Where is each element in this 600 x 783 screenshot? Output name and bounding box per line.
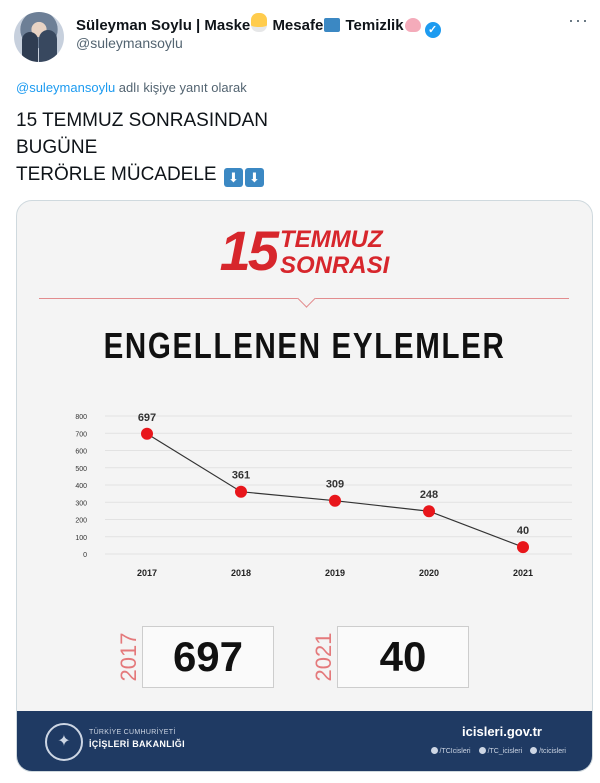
- data-point: [329, 494, 341, 507]
- social-handles: /TCIcisleri /TC_icisleri /tcicisleri: [425, 747, 566, 755]
- org-line-2: İÇİŞLERİ BAKANLIĞI: [89, 739, 185, 749]
- card-subtitle: ENGELLENEN EYLEMLER: [103, 325, 506, 366]
- stat-box-2021: 2021 40: [311, 626, 469, 688]
- tweet-text-line: 15 TEMMUZ SONRASINDAN: [16, 110, 268, 131]
- stat-value: 697: [172, 633, 244, 680]
- stat-box-2017: 2017 697: [116, 626, 274, 688]
- reply-suffix: adlı kişiye yanıt olarak: [115, 80, 247, 95]
- stat-year: 2021: [311, 632, 336, 682]
- data-point: [517, 541, 529, 554]
- tweet-text-line: TERÖRLE MÜCADELE ⬇ ⬇: [16, 161, 268, 188]
- down-arrow-emoji-icon: ⬇: [223, 168, 243, 187]
- card-footer: ✦ TÜRKİYE CUMHURİYETİ İÇİŞLERİ BAKANLIĞI…: [17, 711, 592, 771]
- website-text: icisleri.gov.tr: [462, 724, 542, 739]
- more-options-icon[interactable]: ···: [568, 10, 589, 30]
- y-tick-label: 500: [75, 466, 87, 473]
- data-label: 248: [420, 489, 438, 501]
- avatar[interactable]: [14, 12, 64, 62]
- brand-logo: 15 TEMMUZ SONRASI: [17, 221, 592, 281]
- data-label: 309: [326, 479, 344, 491]
- y-tick-label: 200: [75, 518, 87, 525]
- stat-year: 2017: [116, 632, 141, 682]
- data-label: 697: [138, 412, 156, 424]
- y-tick-label: 0: [83, 552, 87, 559]
- y-tick-label: 100: [75, 535, 87, 542]
- data-point: [235, 485, 247, 498]
- divider-notch: [297, 289, 316, 308]
- y-tick-label: 800: [75, 414, 87, 421]
- verified-badge-icon: ✓: [424, 22, 441, 38]
- line-chart: 0 100 200 300 400 500 600 700 800 697 2017 361 2018 3…: [75, 412, 572, 578]
- x-tick-label: 2021: [513, 568, 533, 578]
- x-tick-label: 2020: [419, 568, 439, 578]
- org-line-1: TÜRKİYE CUMHURİYETİ: [89, 729, 176, 736]
- ministry-seal-icon: ✦: [45, 723, 83, 761]
- reply-to-link[interactable]: @suleymansoylu: [16, 80, 116, 95]
- left-right-arrow-emoji-icon: [324, 18, 341, 32]
- y-tick-label: 700: [75, 431, 87, 438]
- facebook-icon: [430, 747, 438, 754]
- data-label: 40: [517, 525, 529, 537]
- tweet-header: Süleyman Soylu | Maske Mesafe Temizlik ✓ …: [0, 0, 600, 70]
- x-tick-label: 2018: [231, 568, 251, 578]
- down-arrow-emoji-icon: ⬇: [244, 168, 264, 187]
- user-handle[interactable]: @suleymansoylu: [76, 35, 183, 51]
- reply-context: @suleymansoylu adlı kişiye yanıt olarak: [16, 80, 247, 95]
- tweet-media-image[interactable]: 15 TEMMUZ SONRASI ENGELLENEN EYLEMLER 0 100…: [16, 200, 593, 772]
- display-name[interactable]: Süleyman Soylu | Maske Mesafe Temizlik ✓: [76, 13, 441, 38]
- tweet-text-line: BUGÜNE: [16, 137, 98, 158]
- twitter-icon: [478, 747, 486, 754]
- brand-word-1: TEMMUZ: [279, 226, 383, 253]
- y-tick-label: 600: [75, 449, 87, 456]
- instagram-icon: [530, 747, 538, 754]
- x-tick-label: 2019: [325, 568, 345, 578]
- tweet-text: 15 TEMMUZ SONRASINDAN BUGÜNE TERÖRLE MÜC…: [16, 107, 268, 188]
- y-tick-label: 400: [75, 483, 87, 490]
- y-tick-label: 300: [75, 500, 87, 507]
- soap-emoji-icon: [404, 18, 421, 32]
- brand-word-2: SONRASI: [279, 252, 390, 279]
- data-point: [141, 427, 153, 440]
- mask-emoji-icon: [251, 13, 268, 32]
- x-tick-label: 2017: [137, 568, 157, 578]
- stat-value: 40: [379, 633, 427, 680]
- brand-number: 15: [219, 219, 279, 282]
- data-point: [423, 505, 435, 518]
- data-label: 361: [232, 470, 250, 482]
